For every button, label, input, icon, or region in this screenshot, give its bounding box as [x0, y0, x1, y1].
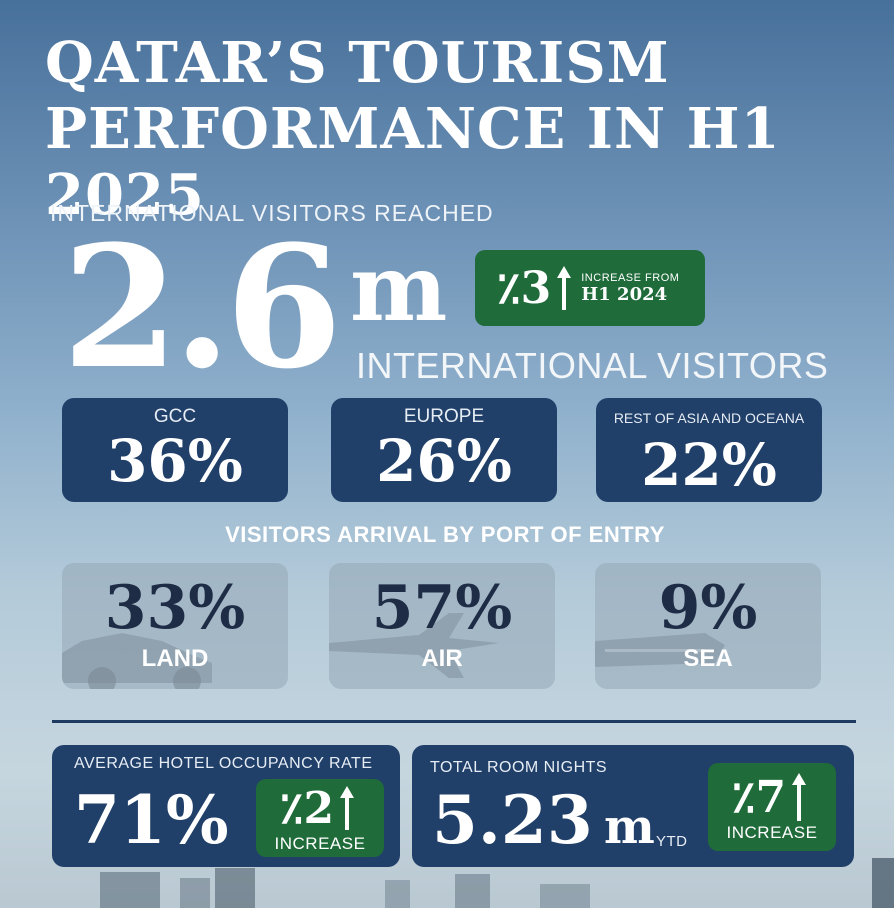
- up-arrow-icon: [792, 773, 807, 821]
- hotel-occupancy-card: AVERAGE HOTEL OCCUPANCY RATE 71% ٪2 INCR…: [52, 745, 400, 867]
- skyline-image: [100, 858, 894, 908]
- title-line-2: PERFORMANCE IN H1 2025: [45, 96, 781, 228]
- visitors-label: INTERNATIONAL VISITORS REACHED: [50, 200, 494, 226]
- nights-increase-value: ٪7: [731, 771, 787, 823]
- region-card-asia-oceana: REST OF ASIA AND OCEANA 22%: [596, 398, 822, 502]
- port-label: SEA: [683, 645, 733, 672]
- nights-increase-text: INCREASE: [726, 822, 818, 842]
- nights-unit: m: [604, 799, 655, 855]
- region-card-gcc: GCC 36%: [62, 398, 288, 502]
- port-card-air: 57% AIR: [329, 563, 555, 689]
- nights-suffix: YTD: [656, 833, 688, 850]
- hotel-label: AVERAGE HOTEL OCCUPANCY RATE: [74, 755, 373, 772]
- visitors-increase-value: ٪3: [497, 262, 552, 314]
- nights-increase-badge: ٪7 INCREASE: [708, 763, 836, 851]
- visitors-increase-badge: ٪3 INCREASE FROM H1 2024: [475, 250, 705, 326]
- port-value: 9%: [658, 573, 758, 643]
- section-divider: [52, 720, 856, 723]
- ship-icon: [595, 633, 725, 667]
- up-arrow-icon: [557, 266, 572, 310]
- visitors-subtitle: INTERNATIONAL VISITORS: [356, 345, 829, 386]
- region-card-europe: EUROPE 26%: [331, 398, 557, 502]
- port-card-land: 33% LAND: [62, 563, 288, 689]
- visitors-unit: m: [350, 234, 448, 342]
- region-label: REST OF ASIA AND OCEANA: [613, 410, 805, 426]
- region-value: 22%: [641, 431, 777, 499]
- port-value: 57%: [371, 573, 513, 643]
- up-arrow-icon: [340, 786, 355, 830]
- car-icon: [62, 633, 212, 689]
- visitors-increase-line2: H1 2024: [581, 283, 668, 305]
- hotel-value: 71%: [74, 781, 229, 859]
- nights-label: TOTAL ROOM NIGHTS: [430, 759, 608, 776]
- port-label: LAND: [141, 645, 209, 672]
- port-card-sea: 9% SEA: [595, 563, 821, 689]
- port-heading: VISITORS ARRIVAL BY PORT OF ENTRY: [225, 522, 665, 547]
- region-label: GCC: [153, 406, 197, 427]
- hotel-increase-text: INCREASE: [274, 833, 366, 853]
- region-label: EUROPE: [403, 406, 485, 427]
- visitors-increase-line1: INCREASE FROM: [581, 271, 680, 284]
- hotel-increase-badge: ٪2 INCREASE: [256, 779, 384, 857]
- nights-value: 5.23: [432, 781, 593, 859]
- region-value: 26%: [376, 427, 512, 495]
- room-nights-card: TOTAL ROOM NIGHTS 5.23 m YTD ٪7 INCREASE: [412, 745, 854, 867]
- visitors-value: 2.6: [62, 208, 342, 406]
- port-value: 33%: [104, 573, 246, 643]
- port-label: AIR: [421, 645, 463, 672]
- hotel-increase-value: ٪2: [279, 782, 335, 834]
- page-title: QATAR’S TOURISM PERFORMANCE IN H1 2025: [45, 30, 885, 228]
- airplane-icon: [329, 613, 499, 678]
- title-line-1: QATAR’S TOURISM: [45, 30, 670, 96]
- region-value: 36%: [107, 427, 243, 495]
